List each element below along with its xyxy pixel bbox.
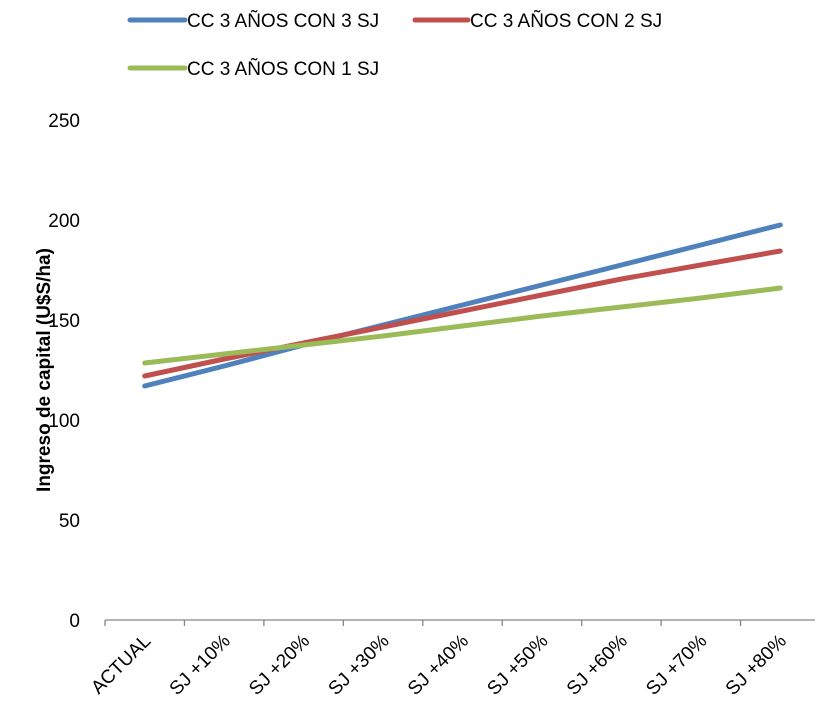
y-axis-title: Ingreso de capital (U$S/ha) <box>34 248 55 492</box>
y-tick-label: 100 <box>48 411 80 432</box>
y-tick-label: 250 <box>48 111 80 132</box>
x-tick-label: SJ +80% <box>722 631 791 700</box>
x-tick-label: ACTUAL <box>87 631 155 699</box>
x-tick-label: SJ +70% <box>642 631 711 700</box>
y-tick-label: 200 <box>48 211 80 232</box>
x-tick-label: SJ +60% <box>563 631 632 700</box>
legend-label-3: CC 3 AÑOS CON 1 SJ <box>187 58 379 80</box>
legend: CC 3 AÑOS CON 3 SJ CC 3 AÑOS CON 2 SJ CC 3… <box>127 10 662 80</box>
y-tick-label: 50 <box>59 511 80 532</box>
series-line-1 <box>142 222 783 389</box>
x-tick-label: SJ +20% <box>245 631 314 700</box>
series-group <box>142 222 783 389</box>
legend-label-1: CC 3 AÑOS CON 3 SJ <box>187 10 379 32</box>
legend-label-2: CC 3 AÑOS CON 2 SJ <box>470 10 662 32</box>
x-tick-label: SJ +10% <box>166 631 235 700</box>
x-axis: ACTUAL SJ +10% SJ +20% SJ +30% SJ +40% SJ +50… <box>87 619 815 700</box>
x-tick-label: SJ +40% <box>404 631 473 700</box>
y-tick-label: 150 <box>48 311 80 332</box>
series-line-2 <box>142 248 783 379</box>
x-tick-label: SJ +50% <box>483 631 552 700</box>
y-tick-label: 0 <box>69 611 80 632</box>
x-tick-label: SJ +30% <box>325 631 394 700</box>
series-line-3 <box>142 285 783 366</box>
y-axis: 0 50 100 150 200 250 <box>48 111 80 632</box>
